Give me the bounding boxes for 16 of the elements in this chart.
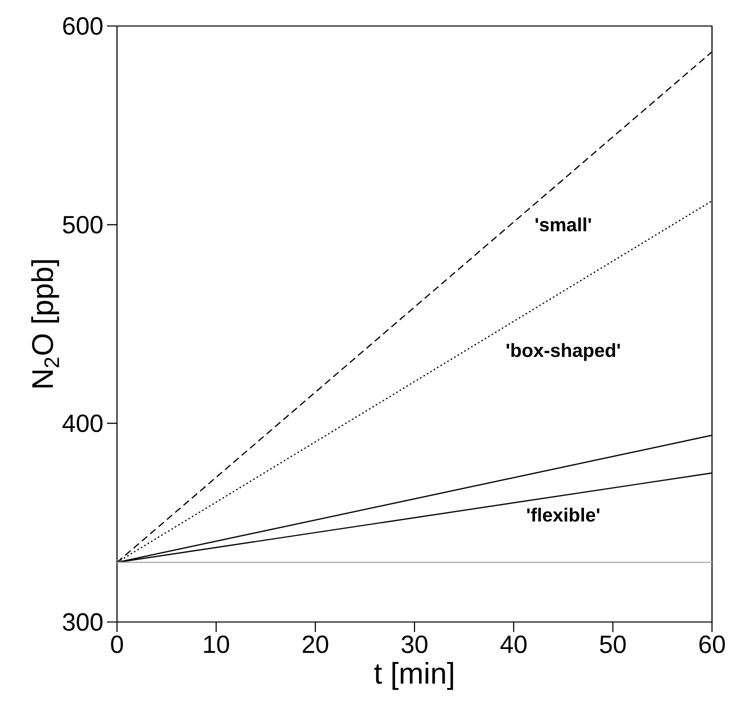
annotation: 'flexible' [527, 508, 600, 522]
y-tick-label: 400 [62, 414, 102, 432]
x-tick-label: 20 [302, 636, 328, 654]
y-tick-label: 600 [63, 17, 102, 35]
x-tick-label: 40 [500, 636, 527, 654]
x-tick-label: 30 [402, 636, 428, 654]
y-tick-label: 300 [62, 613, 102, 631]
annotation: 'box-shaped' [506, 343, 620, 361]
x-tick-label: 10 [204, 636, 230, 654]
y-tick-label: 500 [62, 216, 102, 234]
x-tick-label: 60 [699, 636, 725, 654]
x-tick-label: 50 [600, 636, 626, 654]
x-axis-title: t [min] [374, 662, 454, 690]
annotation: 'small' [536, 218, 591, 232]
y-axis-title: N$_{2}$O [ppb] [31, 260, 60, 388]
x-tick-label: 0 [111, 636, 123, 654]
